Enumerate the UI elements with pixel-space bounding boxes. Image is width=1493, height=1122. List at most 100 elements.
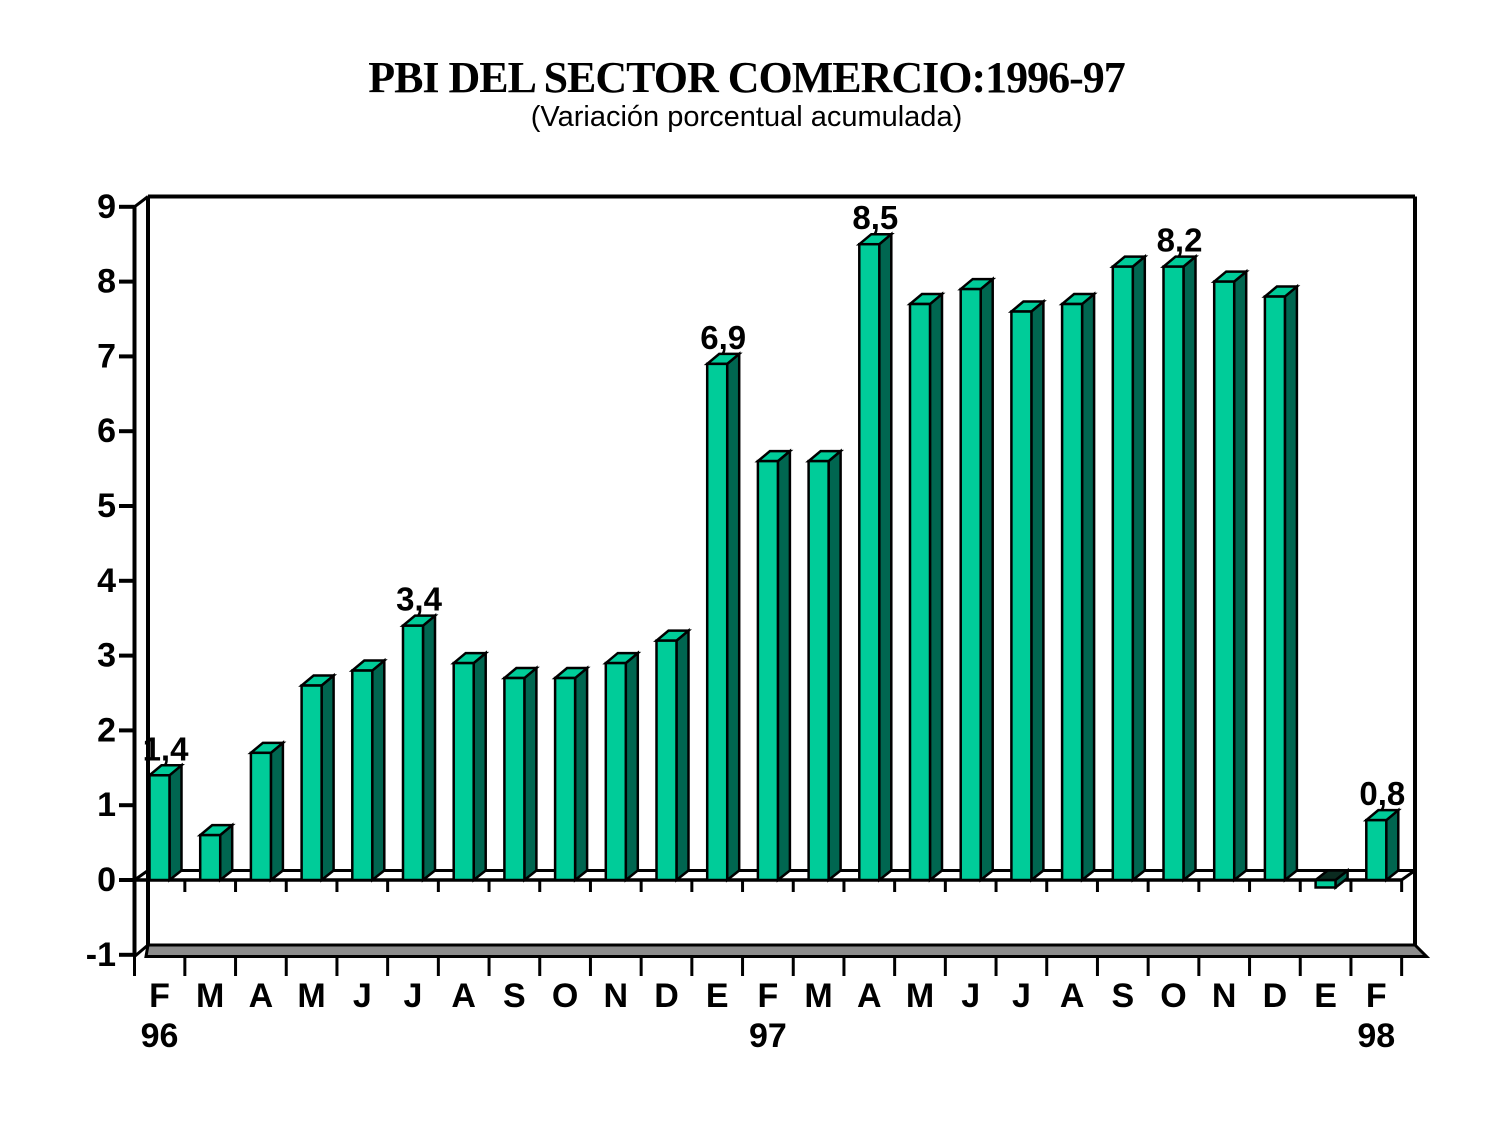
y-axis-tick-label: 5: [97, 487, 116, 525]
bar-front: [452, 661, 475, 882]
bar-front: [1162, 265, 1185, 882]
zero-line-right-diagonal: [1400, 869, 1416, 882]
bar-side: [928, 291, 944, 883]
x-axis-year-label: 97: [749, 1017, 787, 1055]
x-axis-month-label: A: [1060, 977, 1085, 1015]
x-axis-month-label: F: [758, 977, 779, 1015]
y-axis-tick-label: 4: [97, 562, 116, 600]
x-axis-month-label: A: [249, 977, 274, 1015]
bar-side: [1131, 253, 1147, 883]
bar-side: [472, 650, 487, 883]
x-axis-month-label: N: [1212, 977, 1237, 1015]
x-axis-month-label: M: [906, 977, 934, 1015]
bar-front: [959, 287, 982, 882]
x-axis-month-label: O: [552, 977, 578, 1015]
zero-line-left-diagonal: [133, 869, 149, 882]
x-axis-month-label: A: [451, 977, 476, 1015]
bar-side: [269, 740, 285, 883]
chart-subtitle: (Variación porcentual acumulada): [530, 101, 963, 133]
bar-side: [168, 762, 183, 883]
x-axis-month-label: J: [404, 977, 423, 1015]
floor-left-diagonal: [133, 943, 149, 958]
y-axis-tick-label: 0: [97, 861, 116, 899]
bar-front: [705, 362, 729, 882]
bar-side: [827, 448, 842, 883]
chart-title: PBI DEL SECTOR COMERCIO:1996-97: [368, 53, 1126, 102]
x-axis-year-label: 96: [141, 1017, 179, 1055]
bar-side: [1030, 298, 1045, 883]
x-axis-year-label: 98: [1357, 1017, 1395, 1055]
y-axis-tick-label: 3: [97, 637, 116, 675]
bar-top: [1312, 869, 1352, 882]
y-axis-tick-label: 9: [97, 188, 116, 226]
bar-side: [421, 613, 437, 883]
bar-front: [807, 459, 830, 882]
bar-front: [1263, 295, 1287, 882]
y-axis-top-diagonal: [133, 195, 149, 208]
bar-front: [300, 684, 323, 882]
bar-front: [756, 459, 780, 882]
x-axis-month-label: J: [961, 977, 980, 1015]
x-axis-month-label: M: [196, 977, 224, 1015]
x-axis-month-label: D: [654, 977, 679, 1015]
x-axis-month-label: M: [804, 977, 832, 1015]
x-axis-month-label: E: [1314, 977, 1337, 1015]
bar-value-label: 8,2: [1157, 222, 1203, 259]
bar-front: [503, 676, 526, 882]
bar-value-label: 1,4: [143, 730, 190, 767]
bar-front: [148, 774, 171, 882]
bar-front: [858, 242, 881, 882]
x-axis-month-label: F: [149, 977, 170, 1015]
x-axis-month-label: E: [706, 977, 729, 1015]
bar-side: [1385, 807, 1400, 883]
bar-side: [979, 276, 994, 883]
x-axis-month-label: A: [857, 977, 882, 1015]
x-axis-month-label: M: [297, 977, 325, 1015]
bar-side: [1080, 291, 1096, 883]
bar-side: [573, 665, 589, 883]
bar-side: [878, 231, 893, 883]
bar-side: [371, 657, 386, 883]
bar-front: [604, 661, 628, 882]
bar-front: [401, 624, 425, 882]
bar-front: [908, 302, 932, 882]
x-axis-month-label: O: [1160, 977, 1186, 1015]
y-axis-tick-label: 2: [97, 711, 116, 749]
bar-value-label: 6,9: [700, 319, 746, 356]
bar-front: [1365, 818, 1388, 882]
y-axis-tick-label: 1: [97, 786, 116, 824]
x-axis-month-label: S: [1111, 977, 1134, 1015]
bar-front: [351, 669, 374, 882]
bar-value-label: 3,4: [396, 581, 443, 618]
x-axis-month-label: D: [1263, 977, 1288, 1015]
bar-side: [1283, 283, 1299, 883]
bar-front: [198, 833, 222, 882]
x-axis-month-label: J: [1012, 977, 1031, 1015]
floor-slab: [144, 943, 1431, 958]
x-axis-month-label: J: [353, 977, 372, 1015]
bar-front: [1212, 280, 1236, 882]
bar-side: [1182, 253, 1197, 883]
bar-side: [624, 650, 640, 883]
x-axis-month-label: S: [503, 977, 526, 1015]
bar-side: [523, 665, 538, 883]
x-axis-month-label: F: [1366, 977, 1387, 1015]
bar-side: [675, 627, 690, 883]
y-axis-tick-label: 7: [97, 337, 116, 375]
bar-front: [249, 751, 273, 882]
x-axis-month-label: N: [604, 977, 629, 1015]
bar-side: [725, 351, 741, 883]
bar-value-label: 8,5: [852, 199, 898, 236]
bar-front: [655, 639, 678, 882]
bar-front: [1010, 310, 1033, 882]
bar-side: [776, 448, 792, 883]
bar-side: [320, 672, 335, 883]
y-axis-tick-label: 6: [97, 412, 116, 450]
bar-side: [1232, 268, 1248, 883]
bar-value-label: 0,8: [1359, 775, 1405, 812]
y-axis-tick-label: -1: [86, 936, 116, 974]
bar-front: [1060, 302, 1084, 882]
bar-front: [1111, 265, 1135, 882]
bar-front: [553, 676, 577, 882]
